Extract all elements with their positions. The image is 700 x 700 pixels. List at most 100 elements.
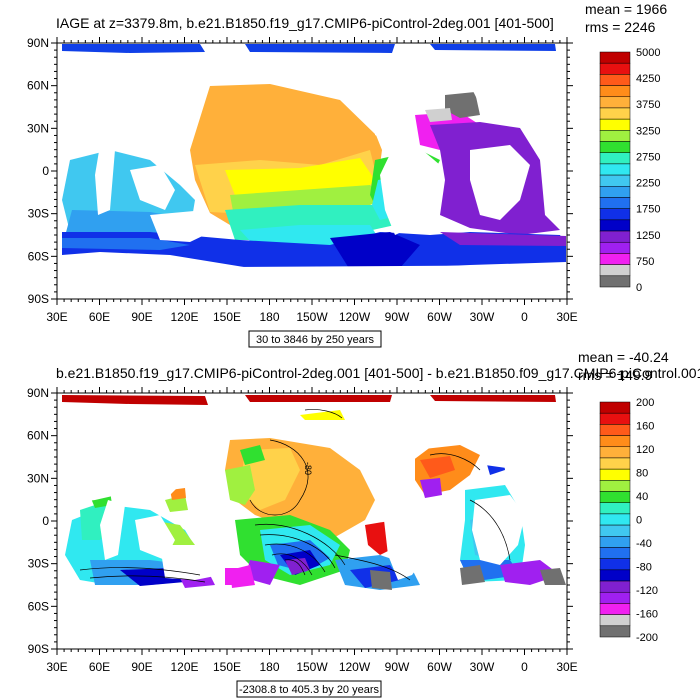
panel-1-title: IAGE at z=3379.8m, b.e21.B1850.f19_g17.C…: [56, 15, 554, 31]
p1-lon-label: 150E: [213, 310, 241, 324]
p1-colorbar-label: 4250: [636, 73, 660, 85]
p1-colorbar-box: [599, 118, 631, 131]
p2-colorbar-label: -80: [636, 562, 652, 574]
p2-colorbar-box: [599, 591, 631, 604]
p2-lon-label: 30E: [46, 660, 67, 674]
p2-colorbar-box: [599, 468, 631, 481]
p2-lon-label: 90W: [385, 660, 410, 674]
p1-lat-label: 90S: [28, 292, 49, 306]
p2-lon-label: 30W: [470, 660, 495, 674]
p2-arctic-east: [430, 395, 556, 402]
p1-lat-label: 60S: [28, 249, 49, 263]
panel-2: b.e21.B1850.f19_g17.CMIP6-piControl-2deg…: [27, 349, 700, 698]
p2-contour-label: -80: [303, 462, 313, 475]
p1-arctic-east: [430, 44, 556, 51]
p2-colorbar-box: [599, 513, 631, 526]
p1-lat-label: 30S: [28, 207, 49, 221]
panel-1-map: [57, 43, 567, 299]
p2-colorbar-box: [599, 412, 631, 425]
p1-colorbar-box: [599, 62, 631, 75]
p2-colorbar-box: [599, 424, 631, 436]
p1-colorbar-box: [599, 219, 631, 232]
p1-lon-label: 120W: [339, 310, 371, 324]
p2-colorbar-box: [599, 580, 631, 593]
p2-colorbar-box: [599, 569, 631, 582]
p2-colorbar-label: 40: [636, 491, 648, 503]
p2-colorbar-box: [599, 502, 631, 515]
p2-colorbar-box: [599, 614, 631, 627]
p1-lon-label: 150W: [296, 310, 328, 324]
p2-colorbar-box: [599, 536, 631, 548]
p2-colorbar-box: [599, 625, 631, 638]
p1-lat-label: 0: [42, 164, 49, 178]
p2-lat-label: 30S: [28, 557, 49, 571]
p2-colorbar-box: [599, 435, 631, 448]
p1-colorbar-label: 2750: [636, 151, 660, 163]
p2-lat-label: 60N: [27, 429, 49, 443]
p2-lon-label: 60E: [89, 660, 110, 674]
p2-colorbar-box: [599, 558, 631, 571]
p1-colorbar-box: [599, 241, 631, 254]
p2-lat-label: 90N: [27, 386, 49, 400]
p1-colorbar-box: [599, 130, 631, 142]
p1-colorbar-label: 1750: [636, 204, 660, 216]
p1-colorbar-box: [599, 230, 631, 243]
p2-lon-label: 150W: [296, 660, 328, 674]
p2-lon-label: 90E: [131, 660, 152, 674]
p1-colorbar-box: [599, 253, 631, 265]
p2-colorbar-box: [599, 491, 631, 503]
p1-colorbar-label: 0: [636, 282, 642, 294]
p1-lat-label: 90N: [27, 36, 49, 50]
p2-colorbar-box: [599, 446, 631, 459]
panel-1: IAGE at z=3379.8m, b.e21.B1850.f19_g17.C…: [27, 1, 667, 348]
p2-arctic-mid: [245, 395, 392, 402]
p2-colorbar-box: [599, 547, 631, 559]
p1-arctic-west: [62, 44, 205, 53]
p1-colorbar-box: [599, 174, 631, 187]
p1-lat-label: 60N: [27, 79, 49, 93]
p1-colorbar-label: 2250: [636, 178, 660, 190]
p2-colorbar-label: 0: [636, 515, 642, 527]
p2-colorbar-label: 80: [636, 468, 648, 480]
p1-colorbar-label: 3750: [636, 99, 660, 111]
p2-colorbar-label: -120: [636, 585, 658, 597]
panel-1-mean: mean = 1966: [585, 1, 667, 17]
p1-colorbar-box: [599, 275, 631, 288]
p2-lon-label: 150E: [213, 660, 241, 674]
p1-lat-label: 30N: [27, 121, 49, 135]
panel-2-mean: mean = -40.24: [578, 349, 669, 365]
p1-lon-label: 0: [521, 310, 528, 324]
p1-colorbar-label: 750: [636, 256, 654, 268]
p1-lon-label: 180: [259, 310, 279, 324]
p2-colorbar-label: 120: [636, 444, 654, 456]
p2-lat-label: 60S: [28, 599, 49, 613]
p1-colorbar-box: [599, 51, 631, 64]
p1-colorbar-box: [599, 186, 631, 198]
p1-colorbar-label: 1250: [636, 230, 660, 242]
p1-colorbar-box: [599, 208, 631, 221]
panel-2-contour-info: -2308.8 to 405.3 by 20 years: [239, 684, 380, 696]
p2-colorbar-box: [599, 480, 631, 492]
p2-colorbar-label: -40: [636, 538, 652, 550]
p1-colorbar-box: [599, 107, 631, 120]
p1-lon-label: 120E: [170, 310, 198, 324]
p2-arctic-west: [62, 395, 208, 405]
p2-lon-label: 60W: [427, 660, 452, 674]
p1-lon-label: 30E: [556, 310, 577, 324]
p1-lon-label: 30W: [470, 310, 495, 324]
panel-1-colorbar: 5000 4250 3750 3250 2750 2250 1750 1250 750 0: [599, 47, 660, 294]
p1-colorbar-box: [599, 152, 631, 165]
p1-colorbar-box: [599, 96, 631, 109]
p2-lat-label: 90S: [28, 642, 49, 656]
p2-colorbar-label: 160: [636, 421, 654, 433]
p2-lon-label: 120E: [170, 660, 198, 674]
p1-lon-label: 60W: [427, 310, 452, 324]
p1-colorbar-label: 5000: [636, 47, 660, 59]
p2-lon-label: 30E: [556, 660, 577, 674]
p1-lon-label: 90E: [131, 310, 152, 324]
p2-colorbar-label: 200: [636, 397, 654, 409]
panel-2-colorbar: 200 160 120 80 40 0 -40 -80 -120 -160 -200: [599, 397, 658, 644]
p2-colorbar-label: -200: [636, 632, 658, 644]
panel-1-rms: rms = 2246: [585, 19, 656, 35]
p1-colorbar-box: [599, 141, 631, 153]
